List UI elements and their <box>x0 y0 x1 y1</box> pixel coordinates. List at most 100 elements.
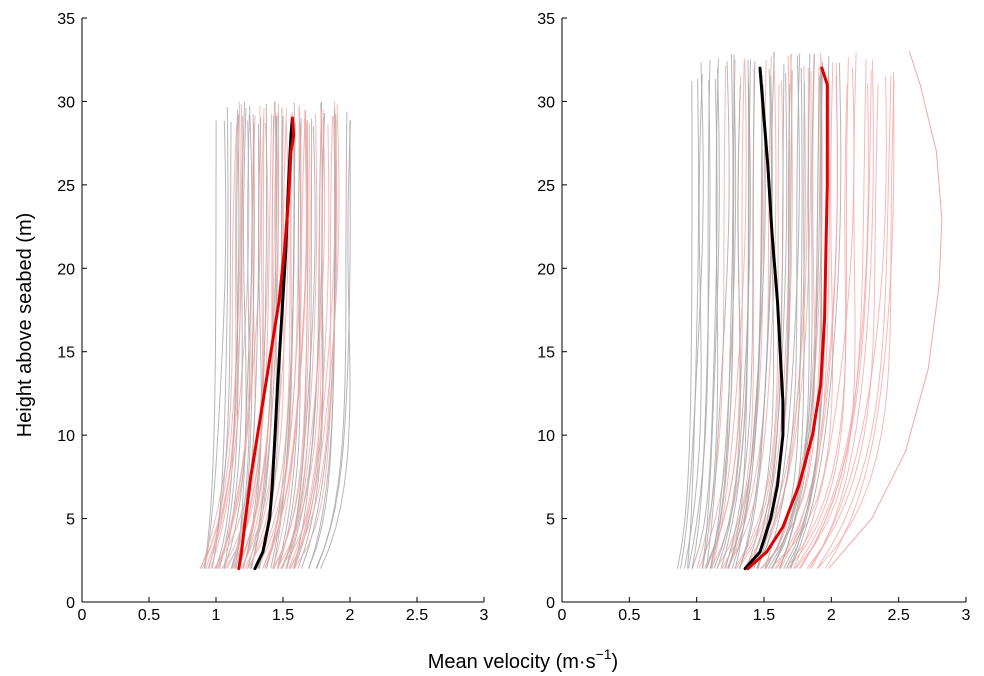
x-tick-label: 3 <box>962 607 971 624</box>
y-tick-label: 5 <box>66 512 75 529</box>
profile-grey-line <box>764 53 801 569</box>
y-tick-label: 10 <box>57 428 75 445</box>
x-tick-label: 0.5 <box>618 607 640 624</box>
outlier-profile-line <box>828 51 943 569</box>
profile-grey-line <box>731 78 763 569</box>
profile-grey-line <box>223 102 245 569</box>
x-tick-label: 0.5 <box>138 607 160 624</box>
profile-grey-line <box>687 78 700 569</box>
profile-pink-line <box>262 104 302 569</box>
profile-pink-line <box>806 84 879 569</box>
profile-pink-line <box>293 101 338 569</box>
profile-grey-line <box>680 62 704 569</box>
profile-grey-line <box>277 122 302 569</box>
y-tick-label: 15 <box>57 345 75 362</box>
x-axis-title: Mean velocity (m·s−1) <box>428 646 618 673</box>
profile-pink-line <box>290 104 340 569</box>
profile-pink-line <box>825 71 895 569</box>
profile-grey-line <box>242 117 262 569</box>
profile-grey-line <box>716 82 751 569</box>
x-tick-label: 0 <box>558 607 567 624</box>
mean-profile-red-line <box>237 116 296 571</box>
profile-pink-line <box>200 125 237 569</box>
profile-grey-line <box>705 61 730 569</box>
profile-pink-line <box>242 103 280 569</box>
profile-pink-line <box>214 125 255 569</box>
profile-grey-line <box>677 80 693 569</box>
profile-pink-line <box>285 108 326 569</box>
profile-grey-line <box>242 103 268 569</box>
profile-pink-line <box>272 122 311 569</box>
y-tick-label: 35 <box>57 11 75 28</box>
profile-pink-line <box>216 105 262 569</box>
profile-grey-line <box>234 105 253 569</box>
profile-grey-line <box>315 120 351 569</box>
profile-pink-line <box>199 116 238 569</box>
profile-pink-line <box>785 57 849 569</box>
profile-grey-line <box>705 54 734 569</box>
y-tick-label: 35 <box>537 11 555 28</box>
profile-grey-line <box>691 79 711 569</box>
profile-pink-line <box>293 116 336 569</box>
profile-grey-line <box>231 114 255 569</box>
profile-pink-line <box>224 118 265 569</box>
profile-grey-line <box>701 67 720 569</box>
profile-pink-line <box>264 109 306 569</box>
profile-grey-line <box>308 113 337 569</box>
y-tick-label: 25 <box>537 178 555 195</box>
y-tick-label: 15 <box>537 345 555 362</box>
y-axis-title: Height above seabed (m) <box>14 213 36 438</box>
x-tick-label: 2.5 <box>888 607 910 624</box>
profile-pink-line <box>226 107 265 569</box>
profile-pink-line <box>205 116 244 569</box>
profile-pink-line <box>706 61 745 569</box>
y-tick-label: 25 <box>57 178 75 195</box>
profile-pink-line <box>217 122 255 569</box>
profile-pink-line <box>795 52 857 569</box>
x-tick-label: 1 <box>692 607 701 624</box>
profile-grey-line <box>749 73 788 569</box>
x-tick-label: 2 <box>346 607 355 624</box>
profile-grey-line <box>739 68 773 569</box>
profile-pink-line <box>273 120 309 569</box>
profile-pink-line <box>808 76 887 569</box>
profile-grey-line <box>285 126 316 569</box>
x-tick-label: 2.5 <box>406 607 428 624</box>
profile-grey-line <box>215 110 240 569</box>
profile-grey-line <box>281 118 313 569</box>
profile-grey-line <box>204 120 227 569</box>
profile-pink-line <box>794 83 869 569</box>
x-tick-label: 2 <box>827 607 836 624</box>
profile-pink-line <box>810 59 874 569</box>
profile-grey-line <box>219 113 240 569</box>
mean-profile-black-line <box>743 66 785 571</box>
profile-pink-line <box>761 53 816 569</box>
profile-grey-line <box>783 62 824 569</box>
profile-pink-line <box>817 81 895 569</box>
y-tick-label: 30 <box>537 94 555 111</box>
profile-grey-line <box>203 120 217 569</box>
y-tick-label: 10 <box>537 428 555 445</box>
profile-pink-line <box>816 75 892 569</box>
profile-pink-line <box>728 56 772 569</box>
profile-pink-line <box>289 116 333 569</box>
y-tick-label: 5 <box>546 512 555 529</box>
x-tick-label: 0 <box>78 607 87 624</box>
profile-pink-line <box>232 113 273 569</box>
x-tick-label: 1.5 <box>272 607 294 624</box>
profile-grey-line <box>208 121 232 569</box>
profile-pink-line <box>711 58 747 569</box>
profile-grey-line <box>211 107 229 569</box>
profile-grey-line <box>790 62 842 569</box>
y-tick-label: 20 <box>57 261 75 278</box>
profile-grey-line <box>683 74 703 569</box>
profile-grey-line <box>756 55 800 569</box>
profile-grey-line <box>702 58 719 569</box>
profile-grey-line <box>779 66 821 569</box>
x-tick-label: 3 <box>480 607 489 624</box>
y-tick-label: 0 <box>66 595 75 612</box>
profile-grey-line <box>756 63 785 569</box>
